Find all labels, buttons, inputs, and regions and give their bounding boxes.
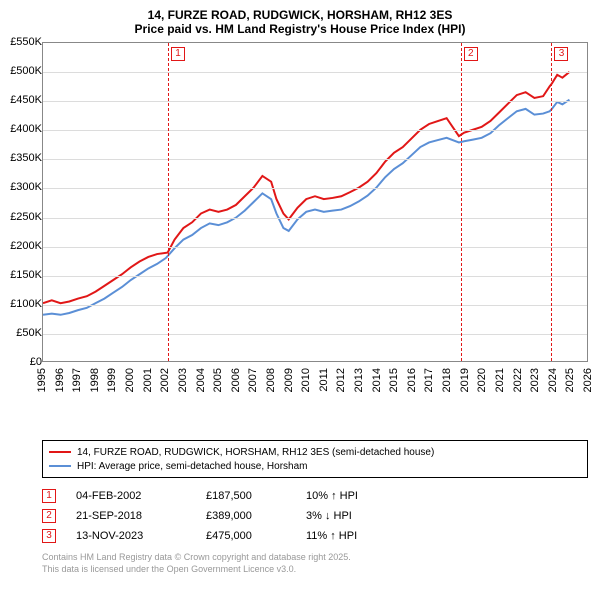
gridline	[43, 305, 587, 306]
y-tick-label: £450K	[10, 94, 42, 106]
event-marker: 3	[554, 47, 568, 61]
series-hpi	[43, 100, 569, 315]
x-tick-label: 2007	[247, 368, 259, 392]
event-price: £475,000	[206, 530, 286, 542]
event-delta: 10% ↑ HPI	[306, 490, 396, 502]
legend-label: HPI: Average price, semi-detached house,…	[77, 461, 308, 472]
event-delta: 11% ↑ HPI	[306, 530, 396, 542]
legend-swatch	[49, 451, 71, 453]
x-tick-label: 2022	[512, 368, 524, 392]
y-tick-label: £550K	[10, 36, 42, 48]
x-tick-label: 2009	[283, 368, 295, 392]
x-tick-label: 2014	[371, 368, 383, 392]
title-line2: Price paid vs. HM Land Registry's House …	[8, 22, 592, 36]
gridline	[43, 188, 587, 189]
event-price: £187,500	[206, 490, 286, 502]
x-tick-label: 2013	[353, 368, 365, 392]
series-svg	[43, 43, 587, 361]
y-tick-label: £350K	[10, 152, 42, 164]
x-tick-label: 2024	[547, 368, 559, 392]
y-tick-label: £0	[30, 356, 42, 368]
x-tick-label: 1996	[54, 368, 66, 392]
event-row: 3 13-NOV-2023 £475,000 11% ↑ HPI	[42, 526, 588, 546]
x-tick-label: 2017	[423, 368, 435, 392]
gridline	[43, 159, 587, 160]
x-tick-label: 2011	[318, 368, 330, 392]
x-tick-label: 1997	[71, 368, 83, 392]
x-tick-label: 2018	[441, 368, 453, 392]
event-line	[461, 43, 462, 361]
y-tick-label: £400K	[10, 123, 42, 135]
x-axis: 1995199619971998199920002001200220032004…	[42, 364, 588, 400]
event-date: 21-SEP-2018	[76, 510, 186, 522]
x-tick-label: 2016	[406, 368, 418, 392]
gridline	[43, 247, 587, 248]
legend-label: 14, FURZE ROAD, RUDGWICK, HORSHAM, RH12 …	[77, 447, 434, 458]
x-tick-label: 2019	[459, 368, 471, 392]
x-tick-label: 2008	[265, 368, 277, 392]
footer: Contains HM Land Registry data © Crown c…	[42, 552, 592, 575]
event-line	[168, 43, 169, 361]
x-tick-label: 2015	[388, 368, 400, 392]
y-tick-label: £250K	[10, 211, 42, 223]
footer-line2: This data is licensed under the Open Gov…	[42, 564, 592, 576]
event-date: 13-NOV-2023	[76, 530, 186, 542]
plot-area: 1 2 3	[42, 42, 588, 362]
y-axis: £0£50K£100K£150K£200K£250K£300K£350K£400…	[4, 42, 42, 362]
legend-item: 14, FURZE ROAD, RUDGWICK, HORSHAM, RH12 …	[49, 445, 581, 459]
x-tick-label: 2000	[124, 368, 136, 392]
event-num: 1	[42, 489, 56, 503]
gridline	[43, 276, 587, 277]
event-row: 1 04-FEB-2002 £187,500 10% ↑ HPI	[42, 486, 588, 506]
x-tick-label: 2021	[494, 368, 506, 392]
x-tick-label: 1995	[36, 368, 48, 392]
legend-item: HPI: Average price, semi-detached house,…	[49, 459, 581, 473]
title-line1: 14, FURZE ROAD, RUDGWICK, HORSHAM, RH12 …	[8, 8, 592, 22]
gridline	[43, 218, 587, 219]
x-tick-label: 2023	[529, 368, 541, 392]
event-row: 2 21-SEP-2018 £389,000 3% ↓ HPI	[42, 506, 588, 526]
y-tick-label: £50K	[16, 327, 42, 339]
gridline	[43, 130, 587, 131]
event-date: 04-FEB-2002	[76, 490, 186, 502]
y-tick-label: £200K	[10, 240, 42, 252]
x-tick-label: 2004	[195, 368, 207, 392]
event-price: £389,000	[206, 510, 286, 522]
legend: 14, FURZE ROAD, RUDGWICK, HORSHAM, RH12 …	[42, 440, 588, 478]
footer-line1: Contains HM Land Registry data © Crown c…	[42, 552, 592, 564]
event-marker: 1	[171, 47, 185, 61]
gridline	[43, 101, 587, 102]
y-tick-label: £300K	[10, 181, 42, 193]
y-tick-label: £150K	[10, 269, 42, 281]
x-tick-label: 2001	[142, 368, 154, 392]
chart-title: 14, FURZE ROAD, RUDGWICK, HORSHAM, RH12 …	[8, 8, 592, 36]
x-tick-label: 2020	[476, 368, 488, 392]
x-tick-label: 2012	[335, 368, 347, 392]
x-tick-label: 1999	[106, 368, 118, 392]
event-delta: 3% ↓ HPI	[306, 510, 396, 522]
x-tick-label: 2005	[212, 368, 224, 392]
x-tick-label: 2002	[159, 368, 171, 392]
x-tick-label: 2010	[300, 368, 312, 392]
x-tick-label: 2006	[230, 368, 242, 392]
gridline	[43, 72, 587, 73]
x-tick-label: 1998	[89, 368, 101, 392]
event-num: 2	[42, 509, 56, 523]
y-tick-label: £100K	[10, 298, 42, 310]
event-marker: 2	[464, 47, 478, 61]
event-num: 3	[42, 529, 56, 543]
events-table: 1 04-FEB-2002 £187,500 10% ↑ HPI 2 21-SEP-201…	[42, 486, 588, 546]
legend-swatch	[49, 465, 71, 467]
y-tick-label: £500K	[10, 65, 42, 77]
x-tick-label: 2003	[177, 368, 189, 392]
x-tick-label: 2025	[564, 368, 576, 392]
gridline	[43, 334, 587, 335]
x-tick-label: 2026	[582, 368, 594, 392]
chart-container: £0 £50K £100K £150K £200K £250K £300K £350K £400…	[8, 42, 592, 400]
event-line	[551, 43, 552, 361]
